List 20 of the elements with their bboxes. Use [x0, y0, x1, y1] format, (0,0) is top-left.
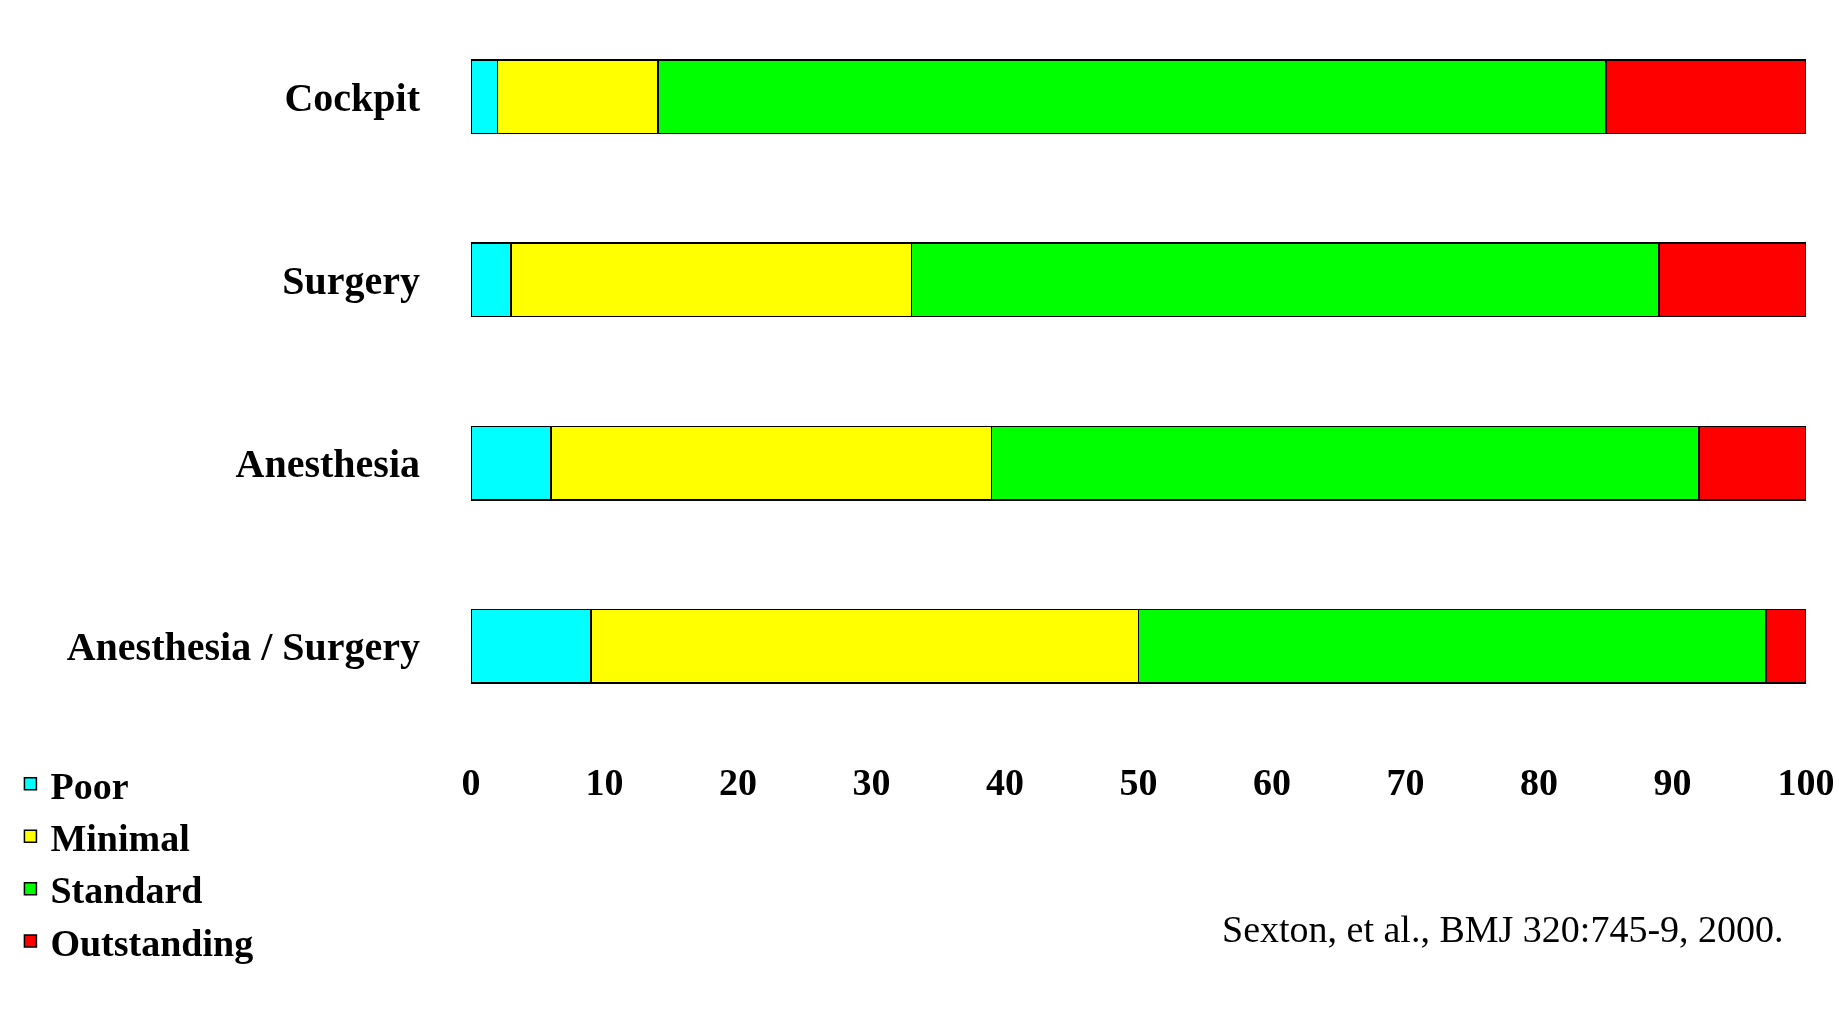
x-tick-label: 10 — [585, 761, 624, 803]
text: Sexton, et al., BMJ 320:745-9, 2000. — [1222, 908, 1784, 950]
x-tick-label: 70 — [1386, 761, 1425, 803]
x-tick-label: 60 — [1253, 761, 1291, 803]
x-tick-label: 50 — [1119, 761, 1158, 803]
legend-label: Standard — [50, 869, 203, 912]
x-tick-label: 30 — [852, 761, 891, 803]
legend-label: Outstanding — [50, 921, 254, 964]
x-tick-label: 90 — [1653, 761, 1692, 803]
y-tick-label: Surgery — [282, 257, 420, 303]
y-tick-label: Anesthesia — [235, 441, 420, 487]
x-tick-label: 0 — [461, 761, 481, 803]
x-tick-label: 80 — [1520, 761, 1558, 803]
x-tick-label: 40 — [986, 761, 1024, 803]
x-tick-label: 100 — [1777, 761, 1835, 803]
legend-label: Poor — [50, 764, 129, 807]
y-tick-label: Anesthesia / Surgery — [66, 624, 420, 670]
x-tick-label: 20 — [719, 761, 757, 803]
legend-label: Minimal — [50, 817, 190, 860]
y-tick-label: Cockpit — [284, 74, 421, 120]
